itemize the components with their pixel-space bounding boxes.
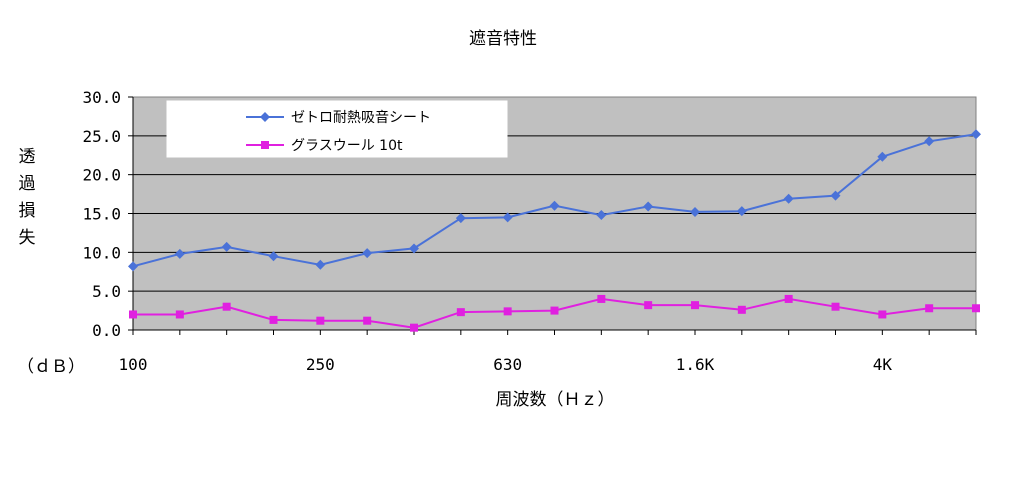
- data-point: [643, 201, 654, 212]
- data-point: [877, 151, 888, 162]
- data-point: [597, 294, 606, 303]
- data-point: [549, 200, 560, 211]
- legend-marker-series-2: [261, 141, 269, 149]
- x-tick-label: 1.6K: [676, 355, 715, 374]
- y-axis-label: 透過損失: [19, 147, 36, 248]
- legend: ゼトロ耐熱吸音シート グラスウール 10t: [166, 100, 508, 158]
- data-point: [128, 261, 138, 272]
- y-tick-label: 0.0: [92, 321, 121, 340]
- data-point: [456, 308, 465, 317]
- data-point: [174, 248, 185, 259]
- data-point: [175, 310, 184, 319]
- legend-marker-series-1: [260, 112, 270, 122]
- data-point: [924, 136, 935, 147]
- data-point: [221, 241, 232, 252]
- data-point: [830, 190, 841, 201]
- data-point: [596, 210, 607, 221]
- y-tick-label: 5.0: [92, 282, 121, 301]
- data-point: [690, 206, 700, 217]
- y-tick-label: 20.0: [82, 166, 121, 185]
- chart-title: 遮音特性: [469, 29, 537, 49]
- data-point: [409, 243, 419, 254]
- data-point: [737, 305, 746, 314]
- x-tick-label: 250: [306, 355, 335, 374]
- data-point: [644, 301, 653, 310]
- data-point: [316, 316, 325, 325]
- data-point: [269, 315, 278, 324]
- data-point: [971, 129, 981, 140]
- data-point: [362, 248, 373, 259]
- y-axis-ticks: 0.0 5.0 10.0 15.0 20.0 25.0 30.0: [82, 88, 133, 340]
- data-point: [455, 213, 466, 224]
- legend-box: [166, 100, 508, 158]
- y-tick-label: 25.0: [82, 127, 121, 146]
- data-point: [878, 310, 887, 319]
- data-point: [972, 304, 980, 313]
- data-point: [268, 251, 279, 262]
- legend-label-series-1: ゼトロ耐熱吸音シート: [291, 109, 431, 126]
- series-1: [128, 129, 981, 272]
- data-point: [222, 302, 231, 311]
- data-point: [783, 193, 794, 204]
- series-layer: [128, 129, 981, 332]
- data-point: [503, 307, 512, 316]
- x-axis-ticks: 100 250 630 1.6K 4K: [119, 330, 977, 374]
- unit-label: （ｄＢ）: [17, 357, 85, 377]
- y-tick-label: 15.0: [82, 205, 121, 224]
- y-tick-label: 10.0: [82, 243, 121, 262]
- y-tick-label: 30.0: [82, 88, 121, 107]
- data-point: [550, 306, 559, 315]
- x-tick-label: 100: [119, 355, 148, 374]
- series-2: [129, 294, 980, 332]
- data-point: [691, 301, 699, 310]
- x-tick-label: 630: [493, 355, 522, 374]
- data-point: [129, 310, 137, 319]
- data-point: [410, 323, 418, 332]
- data-point: [784, 294, 793, 303]
- data-point: [363, 316, 372, 325]
- data-point: [315, 259, 326, 270]
- data-point: [831, 302, 840, 311]
- x-tick-label: 4K: [873, 355, 893, 374]
- data-point: [736, 206, 747, 217]
- x-axis-label: 周波数（Ｈｚ）: [496, 390, 615, 410]
- data-point: [502, 212, 513, 223]
- legend-label-series-2: グラスウール 10t: [291, 138, 403, 154]
- data-point: [925, 304, 934, 313]
